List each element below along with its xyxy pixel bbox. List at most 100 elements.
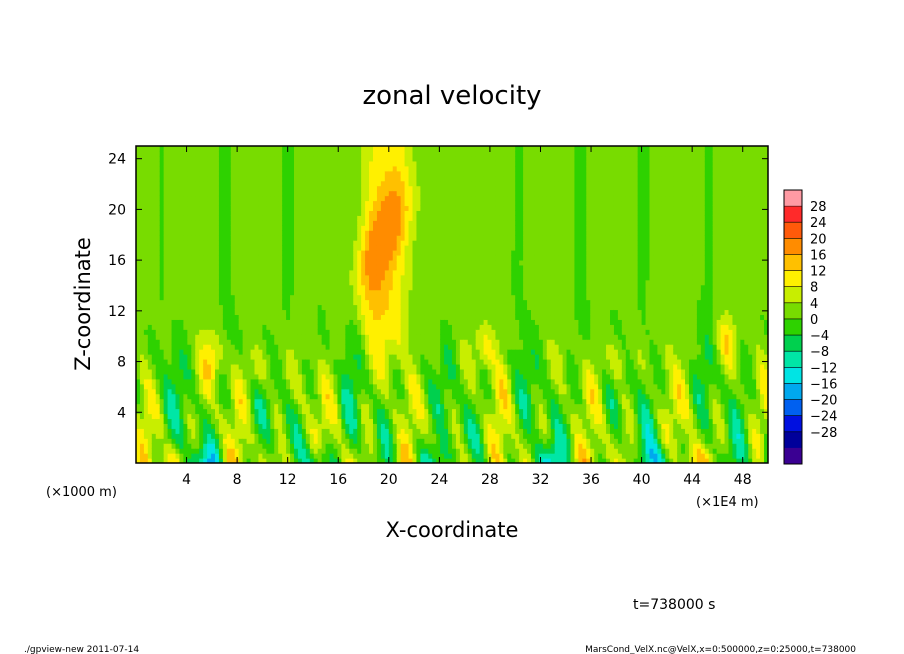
heatmap-cell	[380, 368, 386, 375]
heatmap-cell	[440, 215, 445, 221]
heatmap-cell	[136, 383, 141, 390]
heatmap-cell	[404, 215, 410, 221]
heatmap-cell	[282, 329, 287, 335]
heatmap-cell	[175, 215, 181, 221]
heatmap-cell	[428, 319, 433, 325]
heatmap-cell	[187, 200, 192, 207]
heatmap-cell	[274, 220, 279, 226]
heatmap-cell	[278, 304, 283, 311]
heatmap-cell	[380, 383, 386, 390]
heatmap-cell	[365, 235, 370, 241]
heatmap-cell	[187, 314, 192, 320]
heatmap-cell	[420, 195, 425, 202]
heatmap-cell	[226, 274, 232, 281]
heatmap-cell	[432, 339, 437, 345]
heatmap-cell	[143, 175, 149, 182]
heatmap-cell	[147, 284, 153, 291]
heatmap-cell	[143, 150, 149, 157]
heatmap-cell	[286, 220, 291, 226]
heatmap-cell	[262, 388, 267, 395]
heatmap-cell	[163, 175, 169, 182]
heatmap-cell	[361, 448, 366, 454]
heatmap-cell	[199, 150, 204, 157]
heatmap-cell	[412, 259, 418, 266]
heatmap-cell	[199, 274, 204, 281]
heatmap-cell	[278, 205, 283, 211]
heatmap-cell	[353, 423, 358, 429]
heatmap-cell	[155, 453, 161, 459]
heatmap-cell	[317, 388, 323, 395]
heatmap-cell	[139, 160, 145, 167]
heatmap-cell	[139, 304, 145, 311]
heatmap-cell	[432, 175, 437, 182]
heatmap-cell	[254, 175, 260, 182]
heatmap-cell	[290, 254, 295, 261]
heatmap-cell	[143, 349, 149, 355]
heatmap-cell	[139, 448, 145, 454]
heatmap-cell	[175, 408, 181, 415]
heatmap-cell	[373, 428, 378, 434]
heatmap-cell	[432, 319, 437, 325]
heatmap-cell	[365, 289, 370, 296]
heatmap-cell	[215, 165, 220, 172]
heatmap-cell	[373, 309, 378, 316]
heatmap-cell	[151, 240, 157, 246]
heatmap-cell	[254, 235, 260, 241]
heatmap-cell	[345, 289, 350, 296]
heatmap-cell	[297, 245, 303, 251]
heatmap-cell	[317, 230, 323, 236]
heatmap-cell	[254, 403, 260, 410]
heatmap-cell	[369, 299, 374, 306]
heatmap-cell	[230, 418, 236, 424]
heatmap-cell	[408, 165, 414, 172]
heatmap-cell	[333, 304, 339, 311]
heatmap-cell	[313, 319, 319, 325]
heatmap-cell	[175, 205, 181, 211]
heatmap-cell	[139, 319, 145, 325]
heatmap-cell	[207, 398, 212, 405]
heatmap-cell	[207, 339, 212, 345]
heatmap-cell	[384, 393, 390, 400]
heatmap-cell	[155, 155, 161, 162]
heatmap-cell	[297, 423, 303, 429]
heatmap-cell	[301, 393, 307, 400]
heatmap-cell	[313, 269, 319, 276]
heatmap-cell	[424, 349, 429, 355]
heatmap-cell	[440, 403, 445, 410]
heatmap-cell	[282, 279, 287, 286]
heatmap-cell	[400, 269, 406, 276]
heatmap-cell	[341, 378, 346, 385]
heatmap-cell	[163, 383, 169, 390]
heatmap-cell	[187, 230, 192, 236]
heatmap-cell	[159, 274, 165, 281]
heatmap-cell	[345, 373, 350, 380]
heatmap-cell	[207, 230, 212, 236]
heatmap-cell	[309, 170, 315, 177]
heatmap-cell	[349, 220, 354, 226]
heatmap-cell	[361, 235, 366, 241]
heatmap-cell	[246, 448, 252, 454]
heatmap-cell	[337, 235, 342, 241]
heatmap-cell	[357, 160, 362, 167]
heatmap-cell	[297, 393, 303, 400]
heatmap-cell	[222, 190, 228, 197]
heatmap-cell	[301, 358, 307, 365]
heatmap-cell	[191, 383, 196, 390]
heatmap-cell	[246, 160, 252, 167]
heatmap-cell	[266, 344, 271, 350]
heatmap-cell	[404, 240, 410, 246]
heatmap-cell	[294, 368, 299, 375]
heatmap-cell	[408, 383, 414, 390]
heatmap-cell	[349, 264, 354, 271]
heatmap-cell	[297, 220, 303, 226]
heatmap-cell	[226, 160, 232, 167]
heatmap-cell	[155, 254, 161, 261]
heatmap-cell	[309, 180, 315, 187]
heatmap-cell	[361, 175, 366, 182]
heatmap-cell	[175, 210, 181, 216]
heatmap-cell	[226, 289, 232, 296]
heatmap-cell	[341, 245, 346, 251]
heatmap-cell	[230, 294, 236, 301]
heatmap-cell	[294, 314, 299, 320]
heatmap-cell	[309, 319, 315, 325]
